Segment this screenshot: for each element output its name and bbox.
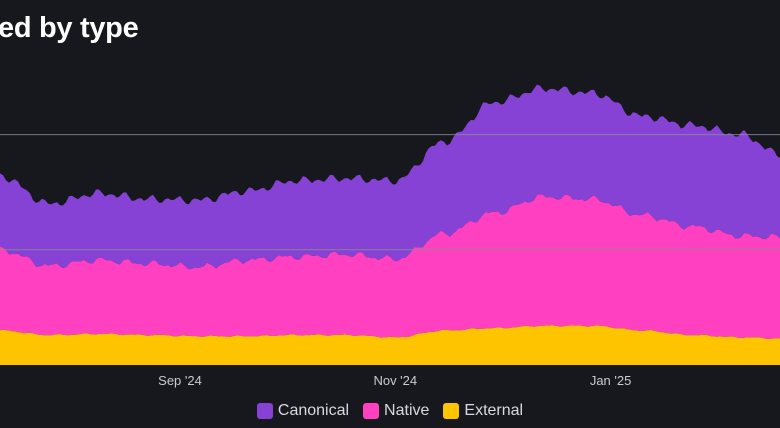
gridline-layer [0, 134, 780, 251]
legend-swatch-external [443, 403, 460, 419]
chart-title: ed by type [0, 12, 139, 44]
x-tick-label: Sep '24 [158, 373, 202, 388]
legend-label-external: External [464, 402, 524, 419]
legend-label-canonical: Canonical [277, 402, 350, 419]
x-tick-label: Jan '25 [590, 373, 632, 388]
legend-label-native: Native [384, 402, 430, 419]
x-tick-label: Nov '24 [373, 373, 417, 388]
area-native[interactable] [0, 194, 780, 340]
area-canonical[interactable] [0, 84, 780, 270]
legend-item-external[interactable]: External [443, 402, 523, 420]
legend-swatch-native [363, 403, 380, 419]
legend: Canonical Native External [0, 402, 780, 420]
legend-item-canonical[interactable]: Canonical [256, 402, 350, 420]
area-layer [0, 84, 780, 365]
stacked-area-chart: Sep '24 Nov '24 Jan '25 [0, 84, 780, 388]
x-axis-ticks: Sep '24 Nov '24 Jan '25 [158, 373, 631, 388]
legend-item-native[interactable]: Native [363, 402, 429, 420]
legend-swatch-canonical [256, 403, 273, 419]
area-external[interactable] [0, 325, 780, 365]
